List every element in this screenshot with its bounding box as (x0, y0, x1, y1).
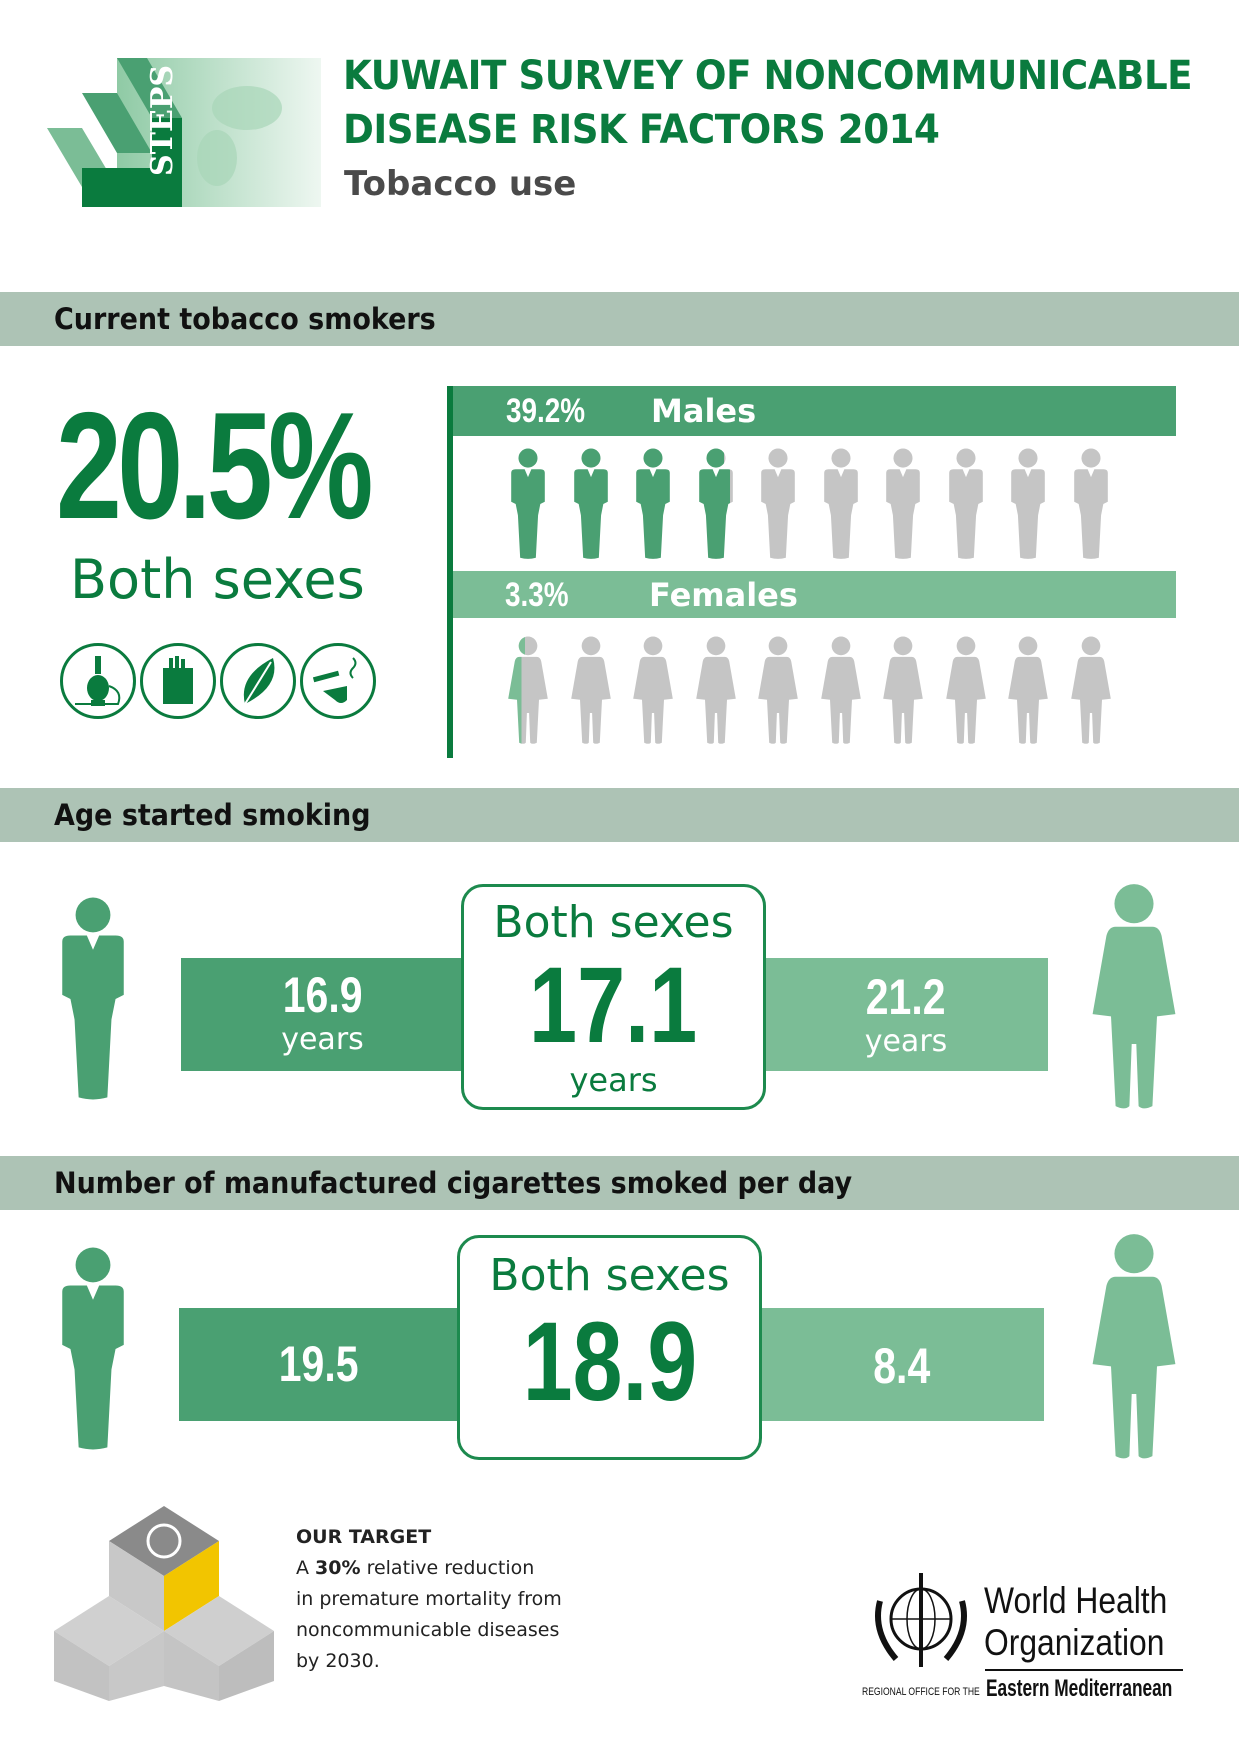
both-cigarettes-box: Both sexes 18.9 (457, 1235, 762, 1460)
female-age-value: 21.2 (866, 969, 946, 1025)
female-person-icon (693, 636, 739, 750)
male-figure-icon (52, 883, 134, 1119)
female-age-box: 21.2 years (764, 958, 1048, 1071)
male-person-icon (1068, 448, 1114, 564)
female-cigarettes-value: 8.4 (873, 1338, 931, 1394)
both-sexes-value: 20.5% (56, 381, 373, 551)
male-cigarettes-box: 19.5 (179, 1308, 459, 1421)
section-heading: Current tobacco smokers (54, 302, 436, 336)
target-text: relative reduction (360, 1557, 535, 1579)
who-name-line-2: Organization (984, 1622, 1165, 1663)
female-person-icon (943, 636, 989, 750)
male-age-unit: years (281, 1022, 364, 1057)
male-person-icon (755, 448, 801, 564)
male-person-icon (693, 448, 739, 564)
male-person-icon (505, 448, 551, 564)
target-line-3: noncommunicable diseases (296, 1619, 560, 1641)
female-cigarettes-box: 8.4 (760, 1308, 1044, 1421)
female-person-icon (630, 636, 676, 750)
female-person-icon (568, 636, 614, 750)
target-line-4: by 2030. (296, 1650, 380, 1672)
female-person-icon (880, 636, 926, 750)
ncd-cubes-graphic (54, 1506, 276, 1705)
who-emblem-icon (866, 1571, 976, 1675)
both-age-unit: years (569, 1061, 658, 1099)
who-name-line-1: World Health (984, 1580, 1168, 1621)
section-band-age-started: Age started smoking (0, 788, 1239, 842)
pipe-cigarette-icon (300, 643, 376, 719)
section-band-current-smokers: Current tobacco smokers (0, 292, 1239, 346)
divider (447, 386, 453, 758)
both-age-label: Both sexes (493, 897, 734, 948)
both-cigarettes-label: Both sexes (489, 1250, 730, 1301)
male-person-icon (630, 448, 676, 564)
regional-prefix: REGIONAL OFFICE FOR THE (862, 1686, 980, 1698)
female-person-icon (1068, 636, 1114, 750)
females-label: Females (649, 576, 798, 614)
region-name: Eastern Mediterranean (986, 1675, 1173, 1702)
female-person-icon (755, 636, 801, 750)
target-text: A (296, 1557, 316, 1579)
section-band-cigarettes-per-day: Number of manufactured cigarettes smoked… (0, 1156, 1239, 1210)
female-figure-icon (1088, 1233, 1180, 1467)
subtitle: Tobacco use (344, 164, 577, 204)
both-age-box: Both sexes 17.1 years (461, 884, 766, 1110)
both-sexes-percent: 20.5% (56, 390, 457, 542)
section-heading: Number of manufactured cigarettes smoked… (54, 1166, 853, 1200)
tobacco-leaf-icon (220, 643, 296, 719)
females-percent: 3.3% (505, 576, 569, 614)
male-person-icon (880, 448, 926, 564)
males-label: Males (651, 392, 757, 430)
who-name: World Health Organization (984, 1580, 1197, 1664)
female-person-icon (818, 636, 864, 750)
male-figure-icon (52, 1233, 134, 1469)
target-percent: 30% (315, 1557, 361, 1579)
male-person-icon (1005, 448, 1051, 564)
target-heading: OUR TARGET (296, 1526, 432, 1548)
male-person-icon (818, 448, 864, 564)
females-bar: 3.3% Females (453, 571, 1176, 618)
who-regional-office: REGIONAL OFFICE FOR THE (862, 1682, 984, 1702)
female-person-icon (1005, 636, 1051, 750)
target-block: OUR TARGET A 30% relative reduction in p… (296, 1522, 562, 1677)
male-person-icon (943, 448, 989, 564)
steps-logo-text: STEPS (145, 64, 180, 176)
title-line-2: DISEASE RISK FACTORS 2014 (343, 107, 940, 153)
target-line-1: A 30% relative reduction (296, 1553, 562, 1584)
who-divider (985, 1669, 1183, 1671)
both-cigarettes-value: 18.9 (522, 1299, 697, 1424)
who-region: Eastern Mediterranean (986, 1674, 1239, 1704)
both-sexes-label: Both sexes (70, 548, 365, 611)
males-bar: 39.2% Males (453, 386, 1176, 436)
males-percent: 39.2% (506, 392, 586, 430)
cigarette-pack-icon (140, 643, 216, 719)
female-figure-icon (1088, 883, 1180, 1117)
male-age-box: 16.9 years (181, 958, 464, 1071)
male-cigarettes-value: 19.5 (279, 1336, 359, 1392)
female-person-icon (505, 636, 551, 750)
male-age-value: 16.9 (282, 967, 363, 1023)
steps-logo: STEPS (47, 58, 321, 207)
target-line-2: in premature mortality from (296, 1588, 562, 1610)
both-age-value: 17.1 (529, 944, 698, 1065)
section-heading: Age started smoking (54, 798, 371, 832)
title-line-1: KUWAIT SURVEY OF NONCOMMUNICABLE (343, 53, 1193, 99)
hookah-icon (60, 643, 136, 719)
male-person-icon (568, 448, 614, 564)
female-age-unit: years (864, 1024, 948, 1059)
